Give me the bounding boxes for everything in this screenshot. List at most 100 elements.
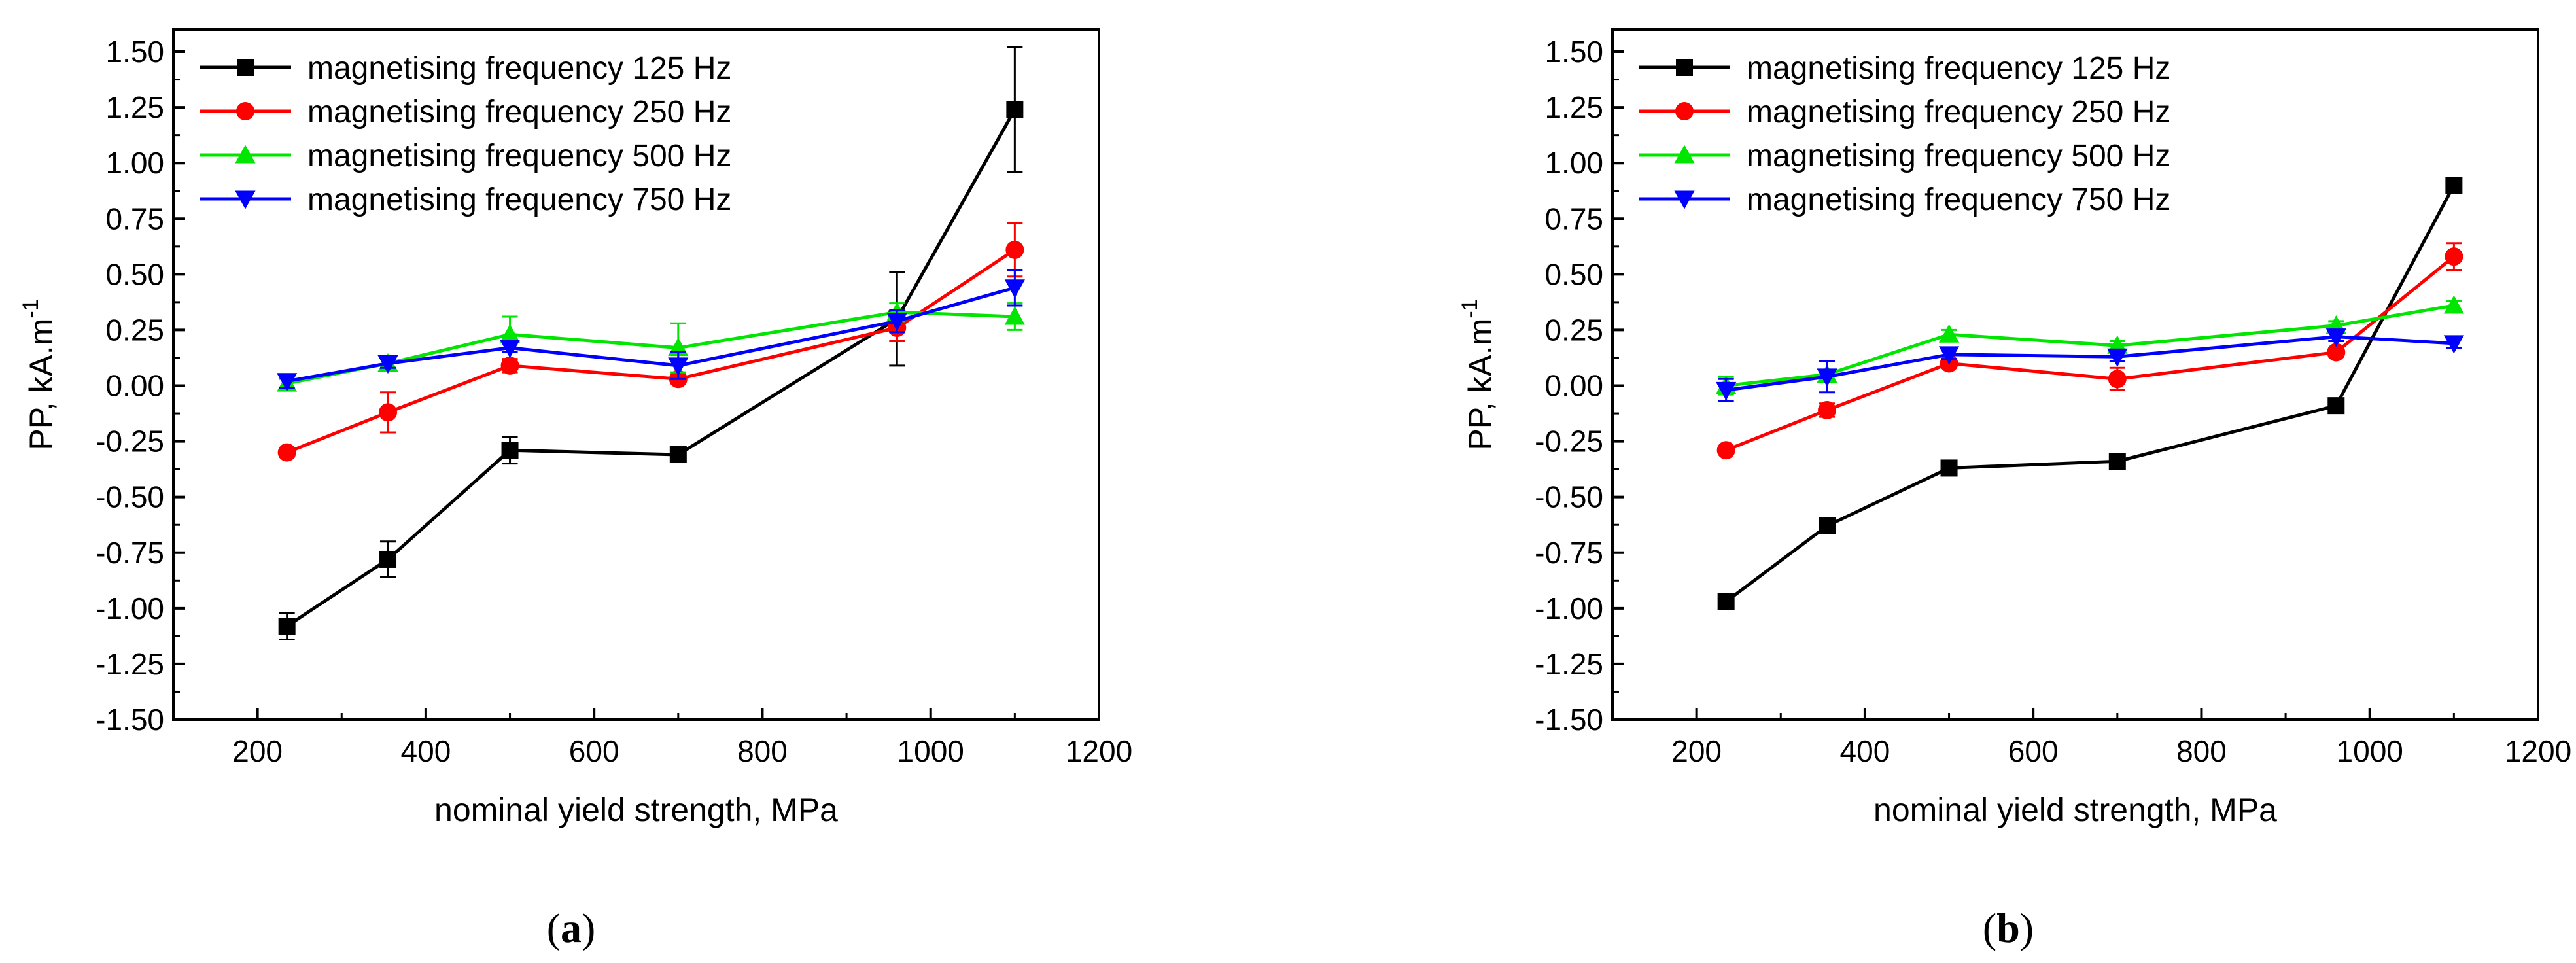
data-point — [499, 324, 521, 343]
legend-label: magnetising frequency 500 Hz — [1747, 139, 2170, 173]
x-tick-label: 800 — [2176, 734, 2227, 768]
y-tick-label: 0.75 — [105, 201, 164, 236]
data-point — [277, 443, 296, 462]
y-tick-label: -1.50 — [96, 703, 164, 737]
y-tick-label: 0.50 — [1544, 257, 1603, 291]
series-line — [286, 109, 1017, 628]
y-axis-title: PP, kA.m-1 — [1457, 298, 1499, 450]
y-tick-label: 0.75 — [1544, 201, 1603, 236]
data-point — [499, 340, 521, 359]
legend-marker — [235, 145, 256, 164]
series-4 — [1716, 328, 2464, 402]
legend-label: magnetising frequency 750 Hz — [1747, 183, 2170, 217]
x-tick-label: 400 — [1840, 734, 1890, 768]
y-tick-label: 1.00 — [1544, 146, 1603, 180]
data-point — [1716, 441, 1735, 460]
plot-frame — [172, 28, 1100, 721]
panel-label-close: ) — [2020, 905, 2034, 951]
y-tick-label: 0.25 — [1544, 313, 1603, 347]
data-point — [278, 618, 296, 635]
x-tick-label: 1000 — [897, 734, 964, 768]
data-point — [1004, 279, 1025, 298]
legend-marker — [1676, 59, 1693, 76]
y-tick-label: -0.75 — [1535, 536, 1603, 570]
y-axis-title-main: PP, kA.m — [1462, 319, 1499, 451]
x-tick-label: 1200 — [2505, 734, 2571, 768]
legend-label: magnetising frequency 125 Hz — [307, 51, 731, 86]
panel-label-open: ( — [1983, 905, 1996, 951]
y-tick-label: 0.50 — [105, 257, 164, 291]
y-axis-title: PP, kA.m-1 — [18, 298, 60, 450]
panel-label: (b) — [1983, 905, 2034, 951]
data-point — [277, 373, 298, 392]
y-tick-label: 0.00 — [1544, 369, 1603, 403]
x-axis-title: nominal yield strength, MPa — [434, 792, 838, 828]
y-axis-title-main: PP, kA.m — [23, 319, 60, 451]
data-point — [1717, 593, 1735, 610]
data-point — [1005, 240, 1024, 259]
series-1 — [1717, 177, 2463, 610]
legend-marker — [1674, 145, 1695, 164]
x-tick-label: 600 — [2008, 734, 2059, 768]
data-point — [379, 550, 397, 568]
x-tick-label: 600 — [569, 734, 619, 768]
data-point — [1716, 381, 1737, 400]
panel-label-close: ) — [582, 905, 595, 951]
x-tick-label: 1200 — [1066, 734, 1132, 768]
legend-marker — [1675, 102, 1694, 120]
y-tick-label: 1.25 — [1544, 90, 1603, 124]
panel-label-letter: a — [561, 905, 582, 951]
legend-label: magnetising frequency 500 Hz — [307, 139, 731, 173]
y-tick-label: -1.25 — [1535, 647, 1603, 681]
y-tick-label: -0.75 — [96, 536, 164, 570]
data-point — [1006, 101, 1024, 118]
x-tick-label: 1000 — [2337, 734, 2403, 768]
legend-marker — [237, 59, 254, 76]
chart-panel-b: -1.50 -1.25 -1.00 -0.75 -0.50 -0.25 0.00 0.25 0.… — [1457, 28, 2571, 951]
data-point — [1818, 400, 1837, 419]
series-4 — [277, 269, 1025, 392]
data-point — [669, 446, 687, 464]
data-point — [2443, 335, 2464, 354]
y-tick-label: -0.50 — [96, 480, 164, 514]
series-line — [287, 286, 1016, 383]
data-point — [2445, 247, 2463, 266]
data-point — [1938, 346, 1960, 365]
y-tick-label: 1.25 — [105, 90, 164, 124]
data-point — [1819, 517, 1836, 534]
series-line — [1726, 335, 2454, 392]
legend: magnetising frequency 125 Hz magnetising … — [200, 51, 731, 217]
y-tick-label: -1.00 — [96, 591, 164, 625]
data-point — [2443, 295, 2464, 314]
y-tick-label: 0.25 — [105, 313, 164, 347]
x-tick-label: 800 — [737, 734, 788, 768]
x-tick-label: 400 — [401, 734, 451, 768]
plot-frame — [1611, 28, 2539, 721]
panel-label: (a) — [547, 905, 596, 951]
legend-label: magnetising frequency 125 Hz — [1747, 51, 2170, 86]
y-tick-label: -1.25 — [96, 647, 164, 681]
series-line — [1725, 184, 2456, 603]
y-tick-label: 0.00 — [105, 369, 164, 403]
series-line — [1726, 304, 2454, 388]
data-point — [2108, 453, 2126, 470]
data-point — [501, 442, 519, 459]
data-point — [2327, 343, 2346, 362]
data-point — [1817, 368, 1837, 387]
data-point — [1004, 306, 1025, 325]
data-point — [2445, 177, 2463, 194]
data-point — [500, 356, 519, 375]
x-tick-label: 200 — [1671, 734, 1722, 768]
x-axis-title: nominal yield strength, MPa — [1873, 792, 2277, 828]
legend-marker — [236, 102, 254, 120]
y-tick-label: 1.50 — [1544, 35, 1603, 69]
legend-marker — [1674, 190, 1695, 209]
chart-panel-a: -1.50 -1.25 -1.00 -0.75 -0.50 -0.25 0.00 0.25 0.… — [18, 28, 1132, 951]
legend-marker — [235, 190, 256, 209]
data-point — [2327, 397, 2345, 415]
y-axis-title-superscript: -1 — [1457, 298, 1482, 318]
data-point — [2108, 370, 2127, 389]
legend-label: magnetising frequency 250 Hz — [1747, 95, 2170, 130]
panel-label-letter: b — [1996, 905, 2020, 951]
